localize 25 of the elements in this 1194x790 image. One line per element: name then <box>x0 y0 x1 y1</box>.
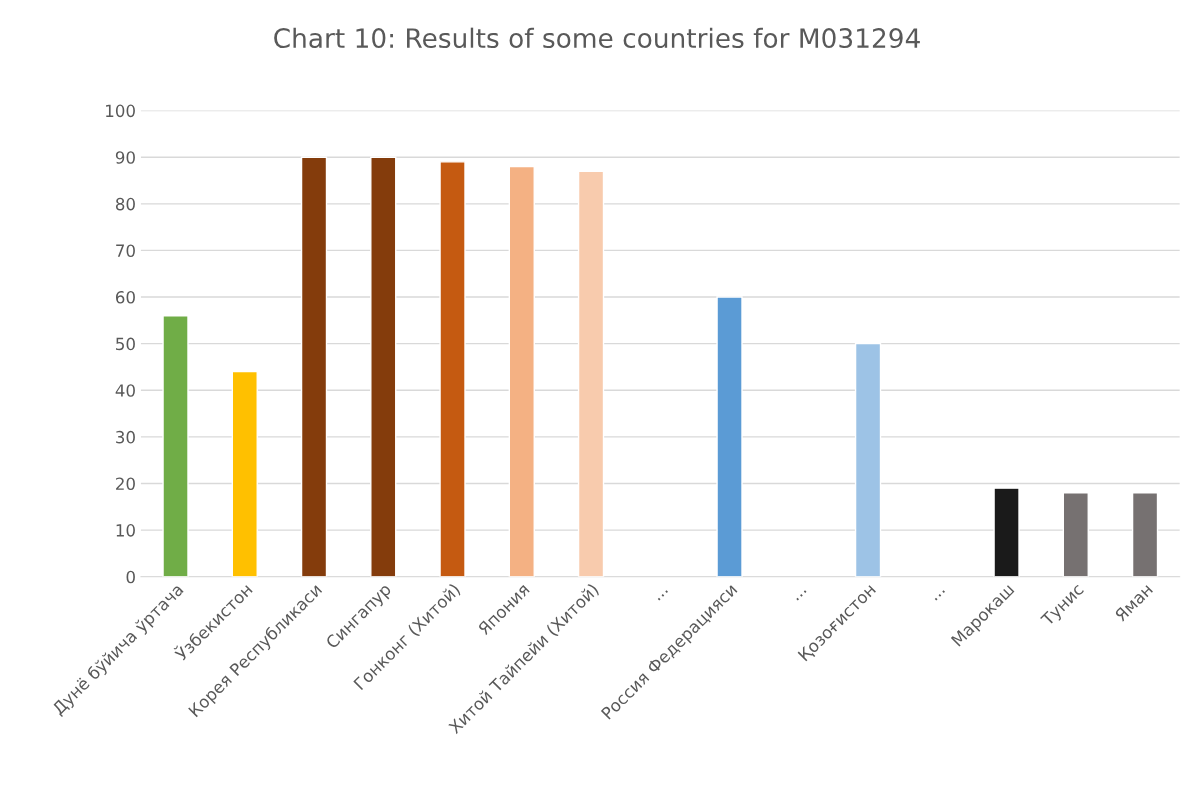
bar <box>508 165 535 577</box>
y-tick-label: 40 <box>115 384 135 397</box>
x-tick-label: ... <box>934 590 945 601</box>
chart-title: Chart 10: Results of some countries for M031294 <box>274 27 920 49</box>
bar <box>577 170 605 577</box>
bar <box>439 161 466 577</box>
y-tick-label: 30 <box>116 430 135 444</box>
y-tick-label: 70 <box>116 244 135 257</box>
y-tick-label: 10 <box>116 524 135 537</box>
bar <box>716 296 743 577</box>
y-tick-label: 80 <box>115 197 135 211</box>
bar <box>1131 492 1159 577</box>
y-tick-label: 50 <box>116 337 135 351</box>
bar <box>231 370 258 577</box>
bar <box>300 156 328 577</box>
bar <box>162 314 189 577</box>
y-tick-label: 0 <box>126 570 135 584</box>
y-tick-label: 100 <box>106 104 135 118</box>
y-tick-label: 20 <box>116 477 135 491</box>
bar <box>1062 492 1089 577</box>
bar <box>370 156 397 577</box>
bar <box>993 487 1020 577</box>
bar <box>854 342 882 577</box>
y-tick-label: 90 <box>115 151 135 164</box>
y-tick-label: 60 <box>115 291 135 304</box>
